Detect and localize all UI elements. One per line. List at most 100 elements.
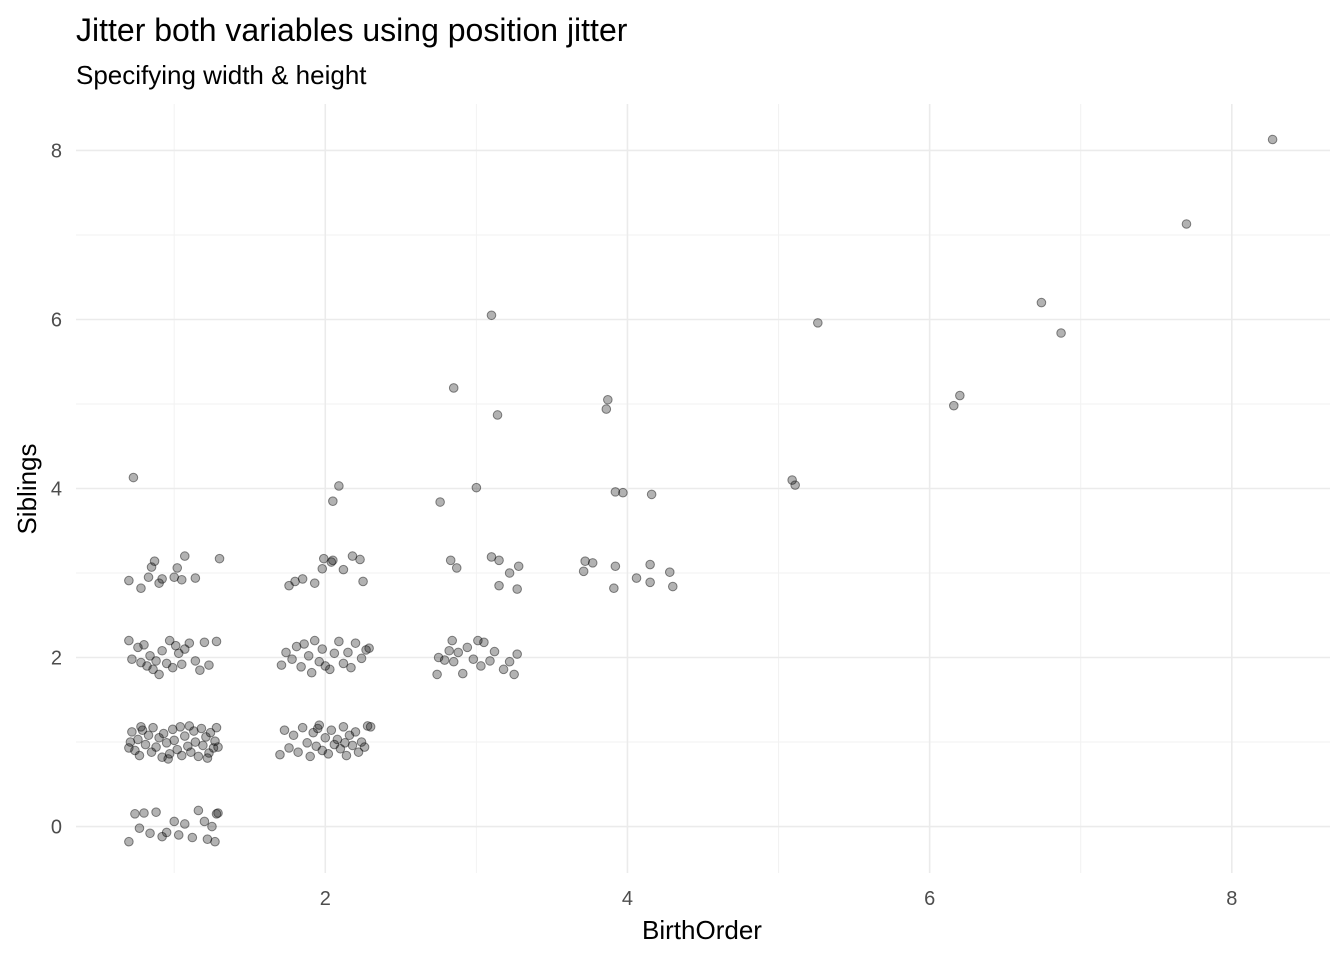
- scatter-point: [133, 734, 143, 745]
- scatter-point: [202, 834, 213, 844]
- scatter-point: [451, 563, 462, 573]
- scatter-point: [210, 736, 220, 746]
- scatter-point: [344, 730, 355, 741]
- scatter-point: [145, 828, 155, 839]
- scatter-point: [609, 583, 619, 594]
- scatter-point: [340, 738, 350, 748]
- scatter-point: [211, 809, 222, 819]
- scatter-point: [148, 664, 158, 675]
- scatter-point: [338, 722, 349, 732]
- scatter-point: [445, 555, 456, 566]
- scatter-point: [645, 559, 655, 570]
- scatter-point: [1056, 328, 1066, 338]
- scatter-point: [297, 722, 308, 733]
- scatter-point: [343, 647, 353, 658]
- scatter-point: [143, 572, 154, 583]
- scatter-point: [328, 555, 338, 566]
- scatter-point: [444, 645, 454, 656]
- scatter-point: [169, 572, 180, 583]
- scatter-point: [173, 830, 184, 840]
- tick-labels: 2 4 6 8 0 2 4 6 8: [51, 140, 1237, 910]
- scatter-point: [173, 648, 184, 659]
- scatter-point: [489, 646, 500, 657]
- scatter-point: [513, 561, 524, 572]
- scatter-point: [134, 823, 145, 834]
- scatter-point: [311, 741, 322, 752]
- scatter-point: [314, 720, 325, 730]
- y-axis-title: Siblings: [12, 443, 42, 534]
- scatter-point: [308, 727, 319, 738]
- scatter-point: [457, 668, 468, 679]
- scatter-point: [205, 727, 216, 738]
- scatter-point: [151, 807, 161, 817]
- scatter-point: [338, 564, 349, 575]
- scatter-point: [494, 580, 504, 591]
- scatter-point: [288, 730, 299, 741]
- scatter-point: [201, 732, 211, 742]
- scatter-point: [204, 748, 214, 758]
- scatter-point: [587, 558, 598, 568]
- y-tick-label: 4: [51, 479, 62, 501]
- scatter-point: [186, 747, 196, 757]
- scatter-point: [284, 743, 294, 753]
- scatter-point: [320, 732, 331, 743]
- scatter-point: [601, 404, 612, 414]
- scatter-point: [125, 737, 136, 747]
- scatter-point: [136, 722, 146, 732]
- scatter-point: [287, 654, 297, 665]
- scatter-point: [128, 472, 139, 483]
- scatter-point: [175, 722, 186, 732]
- scatter-point: [350, 727, 361, 737]
- scatter-point: [296, 662, 306, 672]
- scatter-point: [169, 816, 180, 827]
- scatter-point: [170, 640, 181, 651]
- scatter-point: [213, 808, 223, 818]
- scatter-point: [187, 832, 198, 843]
- scatter-point: [199, 637, 210, 648]
- scatter-point: [364, 643, 374, 654]
- scatter-point: [486, 310, 497, 321]
- scatter-point: [146, 562, 157, 572]
- scatter-point: [320, 661, 331, 671]
- scatter-point: [645, 577, 655, 588]
- y-tick-label: 8: [51, 140, 62, 162]
- scatter-point: [326, 557, 337, 567]
- scatter-point: [124, 743, 134, 753]
- scatter-point: [447, 635, 458, 646]
- scatter-point: [137, 725, 148, 735]
- scatter-point: [462, 642, 473, 653]
- scatter-point: [448, 656, 459, 667]
- scatter-point: [193, 751, 204, 762]
- scatter-point: [646, 489, 657, 500]
- scatter-point: [190, 656, 201, 666]
- scatter-point: [176, 659, 187, 670]
- scatter-point: [139, 808, 149, 818]
- scatter-point: [1181, 219, 1192, 229]
- scatter-point: [124, 575, 134, 586]
- scatter-point: [473, 635, 483, 646]
- scatter-point: [291, 641, 302, 652]
- scatter-point: [631, 573, 642, 583]
- scatter-point: [610, 561, 621, 572]
- scatter-point: [326, 725, 337, 735]
- scatter-point: [955, 390, 965, 401]
- scatter-point: [362, 721, 373, 731]
- scatter-point: [332, 734, 343, 745]
- scatter-point: [293, 747, 303, 757]
- scatter-point: [193, 805, 204, 816]
- scatter-point: [1036, 297, 1047, 308]
- scatter-point: [603, 394, 613, 405]
- scatter-point: [356, 737, 367, 747]
- scatter-point: [318, 553, 329, 564]
- scatter-point: [208, 743, 219, 753]
- chart-subtitle: Specifying width & height: [76, 60, 367, 90]
- y-tick-label: 6: [51, 309, 62, 331]
- scatter-point: [279, 725, 290, 735]
- scatter-point: [157, 752, 167, 763]
- scatter-point: [154, 732, 164, 743]
- scatter-point: [161, 738, 172, 748]
- scatter-point: [148, 722, 158, 733]
- scatter-point: [305, 751, 315, 762]
- scatter-point: [317, 644, 328, 654]
